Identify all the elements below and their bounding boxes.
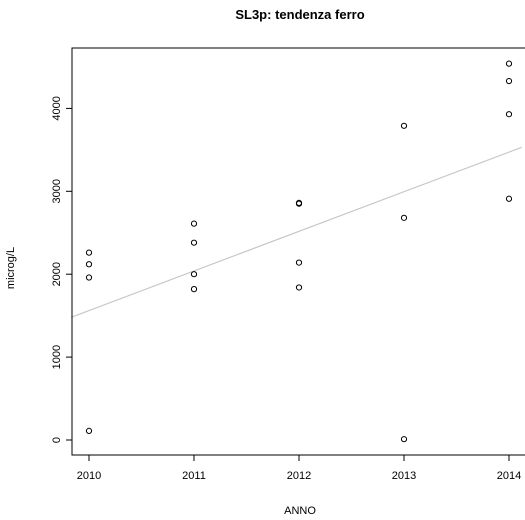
data-point xyxy=(400,214,408,221)
chart-title: SL3p: tendenza ferro xyxy=(235,7,364,22)
x-tick-label: 2010 xyxy=(77,470,101,482)
data-point xyxy=(295,200,303,207)
plot-frame xyxy=(71,47,525,456)
data-point xyxy=(190,239,198,246)
data-point xyxy=(505,60,513,67)
x-tick-label: 2013 xyxy=(392,470,416,482)
data-point xyxy=(85,261,93,268)
x-axis-label: ANNO xyxy=(284,505,316,517)
data-point xyxy=(190,271,198,278)
data-point xyxy=(505,77,513,85)
data-point xyxy=(505,111,513,118)
y-tick-label: 2000 xyxy=(51,262,63,286)
data-point xyxy=(190,220,198,227)
data-point xyxy=(400,122,408,129)
data-point xyxy=(190,286,198,293)
data-point xyxy=(295,284,303,291)
data-point xyxy=(505,195,513,202)
x-tick-label: 2011 xyxy=(182,470,206,482)
y-tick-label: 4000 xyxy=(51,96,63,120)
data-point xyxy=(85,427,93,434)
x-tick-label: 2014 xyxy=(497,470,521,482)
data-point xyxy=(85,274,93,281)
data-point xyxy=(85,249,93,256)
data-point xyxy=(295,259,303,266)
axes: 2010 2011 2012 2013 2014 0 1000 2000 3000 4000 xyxy=(51,47,525,482)
y-tick-label: 3000 xyxy=(51,179,63,203)
data-point xyxy=(400,436,408,443)
trend-line xyxy=(70,146,522,318)
x-tick-label: 2012 xyxy=(287,470,311,482)
y-tick-label: 1000 xyxy=(51,345,63,369)
y-axis-label: microg/L xyxy=(5,247,17,289)
plot-area xyxy=(70,60,522,443)
y-tick-label: 0 xyxy=(51,437,63,443)
